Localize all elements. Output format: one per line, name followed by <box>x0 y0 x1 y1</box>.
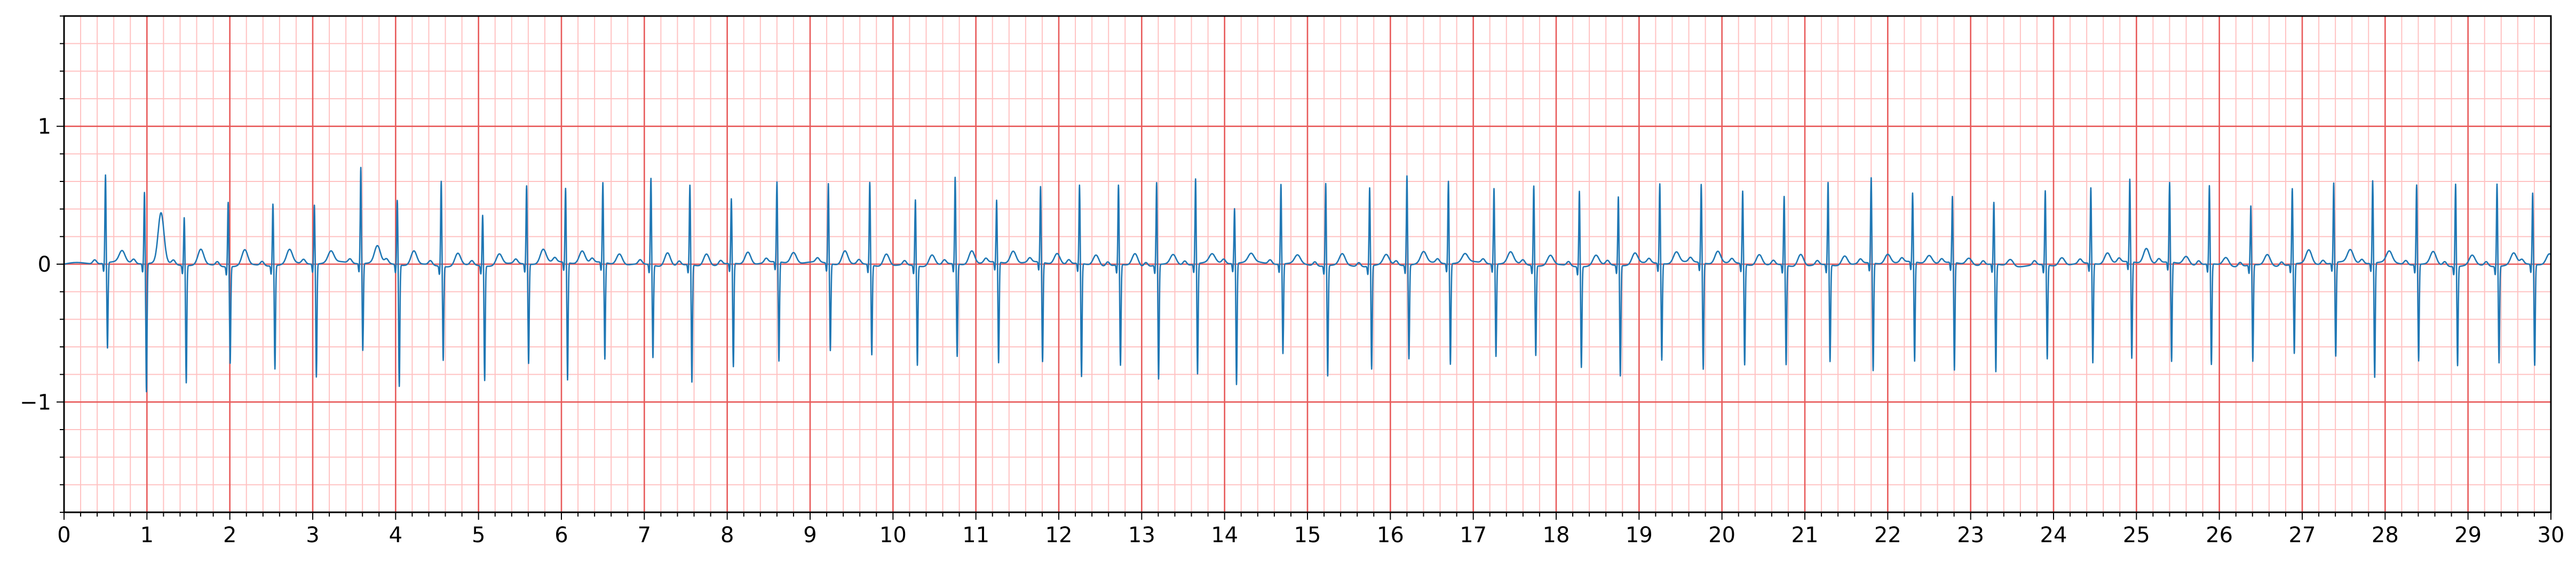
x-tick-label: 4 <box>389 523 402 548</box>
y-tick-label: −1 <box>20 390 51 415</box>
ecg-trace <box>64 166 2552 393</box>
x-tick-label: 20 <box>1708 523 1735 548</box>
x-tick-label: 29 <box>2454 523 2482 548</box>
x-tick-label: 19 <box>1626 523 1653 548</box>
x-tick-label: 5 <box>472 523 485 548</box>
x-tick-label: 10 <box>879 523 907 548</box>
x-tick-label: 28 <box>2372 523 2399 548</box>
x-tick-label: 6 <box>554 523 568 548</box>
x-tick-label: 25 <box>2123 523 2150 548</box>
x-tick-label: 13 <box>1128 523 1155 548</box>
y-axis: −1 0 1 <box>20 15 64 513</box>
x-tick-label: 24 <box>2040 523 2067 548</box>
x-tick-label: 21 <box>1792 523 1819 548</box>
x-axis: 0 1 2 3 4 5 6 7 8 9 10 11 12 13 14 15 16 17 18 19 20 21 22 23 24… <box>57 512 2564 548</box>
x-tick-label: 2 <box>223 523 236 548</box>
x-tick-label: 11 <box>962 523 989 548</box>
x-tick-label: 17 <box>1460 523 1487 548</box>
y-tick-label: 0 <box>38 252 51 277</box>
y-tick-label: 1 <box>38 115 51 139</box>
x-tick-label: 22 <box>1874 523 1901 548</box>
x-tick-label: 15 <box>1294 523 1321 548</box>
x-tick-label: 30 <box>2538 523 2565 548</box>
x-tick-label: 23 <box>1957 523 1984 548</box>
x-tick-label: 14 <box>1211 523 1238 548</box>
x-tick-label: 1 <box>140 523 154 548</box>
x-tick-label: 26 <box>2206 523 2233 548</box>
x-tick-label: 9 <box>803 523 817 548</box>
x-tick-label: 27 <box>2289 523 2316 548</box>
x-tick-label: 7 <box>638 523 651 548</box>
x-tick-label: 0 <box>57 523 70 548</box>
x-tick-label: 3 <box>306 523 319 548</box>
x-tick-label: 16 <box>1377 523 1404 548</box>
x-tick-label: 12 <box>1045 523 1073 548</box>
x-tick-label: 8 <box>720 523 734 548</box>
x-tick-label: 18 <box>1543 523 1570 548</box>
